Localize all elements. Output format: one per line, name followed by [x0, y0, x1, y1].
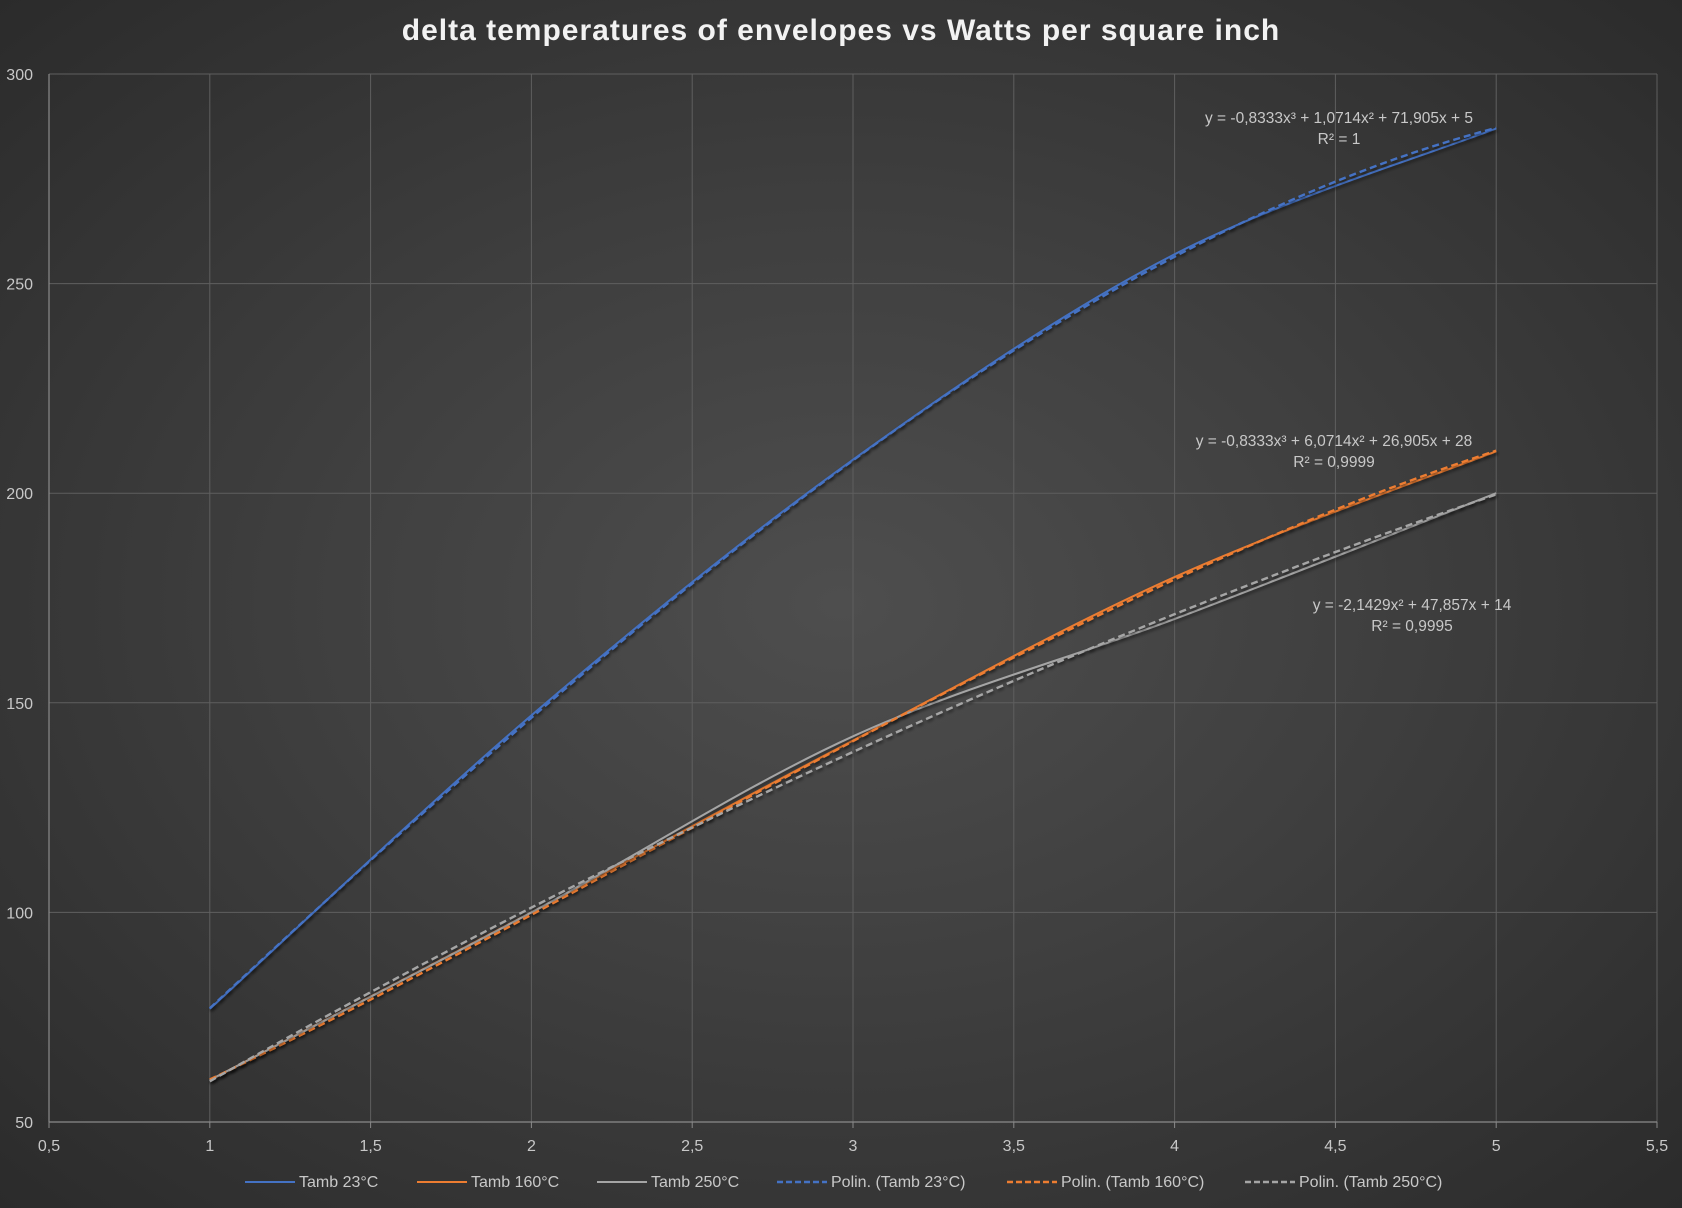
y-tick-label: 50: [15, 1115, 33, 1132]
series-line-5: [209, 449, 1497, 1081]
x-tick-label: 4: [1170, 1138, 1179, 1155]
trendline-annotations: y = -0,8333x³ + 1,0714x² + 71,905x + 5 R…: [1196, 110, 1512, 635]
series-line-6: [209, 493, 1497, 1083]
x-tick-label: 3,5: [1003, 1138, 1025, 1155]
x-tick-label: 5,5: [1646, 1138, 1668, 1155]
trend-equation-tamb-250: y = -2,1429x² + 47,857x + 14: [1313, 597, 1512, 614]
series-line-4: [208, 126, 1497, 1010]
x-tick-label: 0,5: [38, 1138, 60, 1155]
y-tick-label: 200: [6, 486, 33, 503]
y-tick-label: 150: [6, 696, 33, 713]
x-tick-label: 1,5: [359, 1138, 381, 1155]
legend-label-5: Polin. (Tamb 160°C): [1061, 1174, 1204, 1191]
trend-r2-tamb-23: R² = 1: [1318, 131, 1361, 148]
x-tick-label: 2: [527, 1138, 536, 1155]
y-tick-label: 250: [6, 277, 33, 294]
y-tick-label: 100: [6, 905, 33, 922]
x-tick-label: 1: [205, 1138, 214, 1155]
series-group: [208, 126, 1497, 1083]
y-tick-label: 300: [6, 67, 33, 84]
legend-label-2: Tamb 160°C: [471, 1174, 559, 1191]
chart-title: delta temperatures of envelopes vs Watts…: [402, 14, 1280, 47]
axes: 0,5 1 1,5 2 2,5 3 3,5 4 4,5 5 5,5 50 100 150 200 250 300: [6, 67, 1668, 1155]
x-tick-label: 5: [1492, 1138, 1501, 1155]
trend-equation-tamb-23: y = -0,8333x³ + 1,0714x² + 71,905x + 5: [1205, 110, 1473, 127]
trend-equation-tamb-160: y = -0,8333x³ + 6,0714x² + 26,905x + 28: [1196, 433, 1473, 450]
legend-label-3: Tamb 250°C: [651, 1174, 739, 1191]
x-tick-label: 2,5: [681, 1138, 703, 1155]
series-line-3: [209, 492, 1497, 1081]
x-tick-label: 4,5: [1324, 1138, 1346, 1155]
trend-r2-tamb-160: R² = 0,9999: [1293, 454, 1374, 471]
legend-label-4: Polin. (Tamb 23°C): [831, 1174, 965, 1191]
x-tick-label: 3: [849, 1138, 858, 1155]
trend-r2-tamb-250: R² = 0,9995: [1371, 618, 1452, 635]
legend: Tamb 23°C Tamb 160°C Tamb 250°C Polin. (Tam…: [245, 1174, 1442, 1191]
legend-label-1: Tamb 23°C: [299, 1174, 378, 1191]
legend-label-6: Polin. (Tamb 250°C): [1299, 1174, 1442, 1191]
